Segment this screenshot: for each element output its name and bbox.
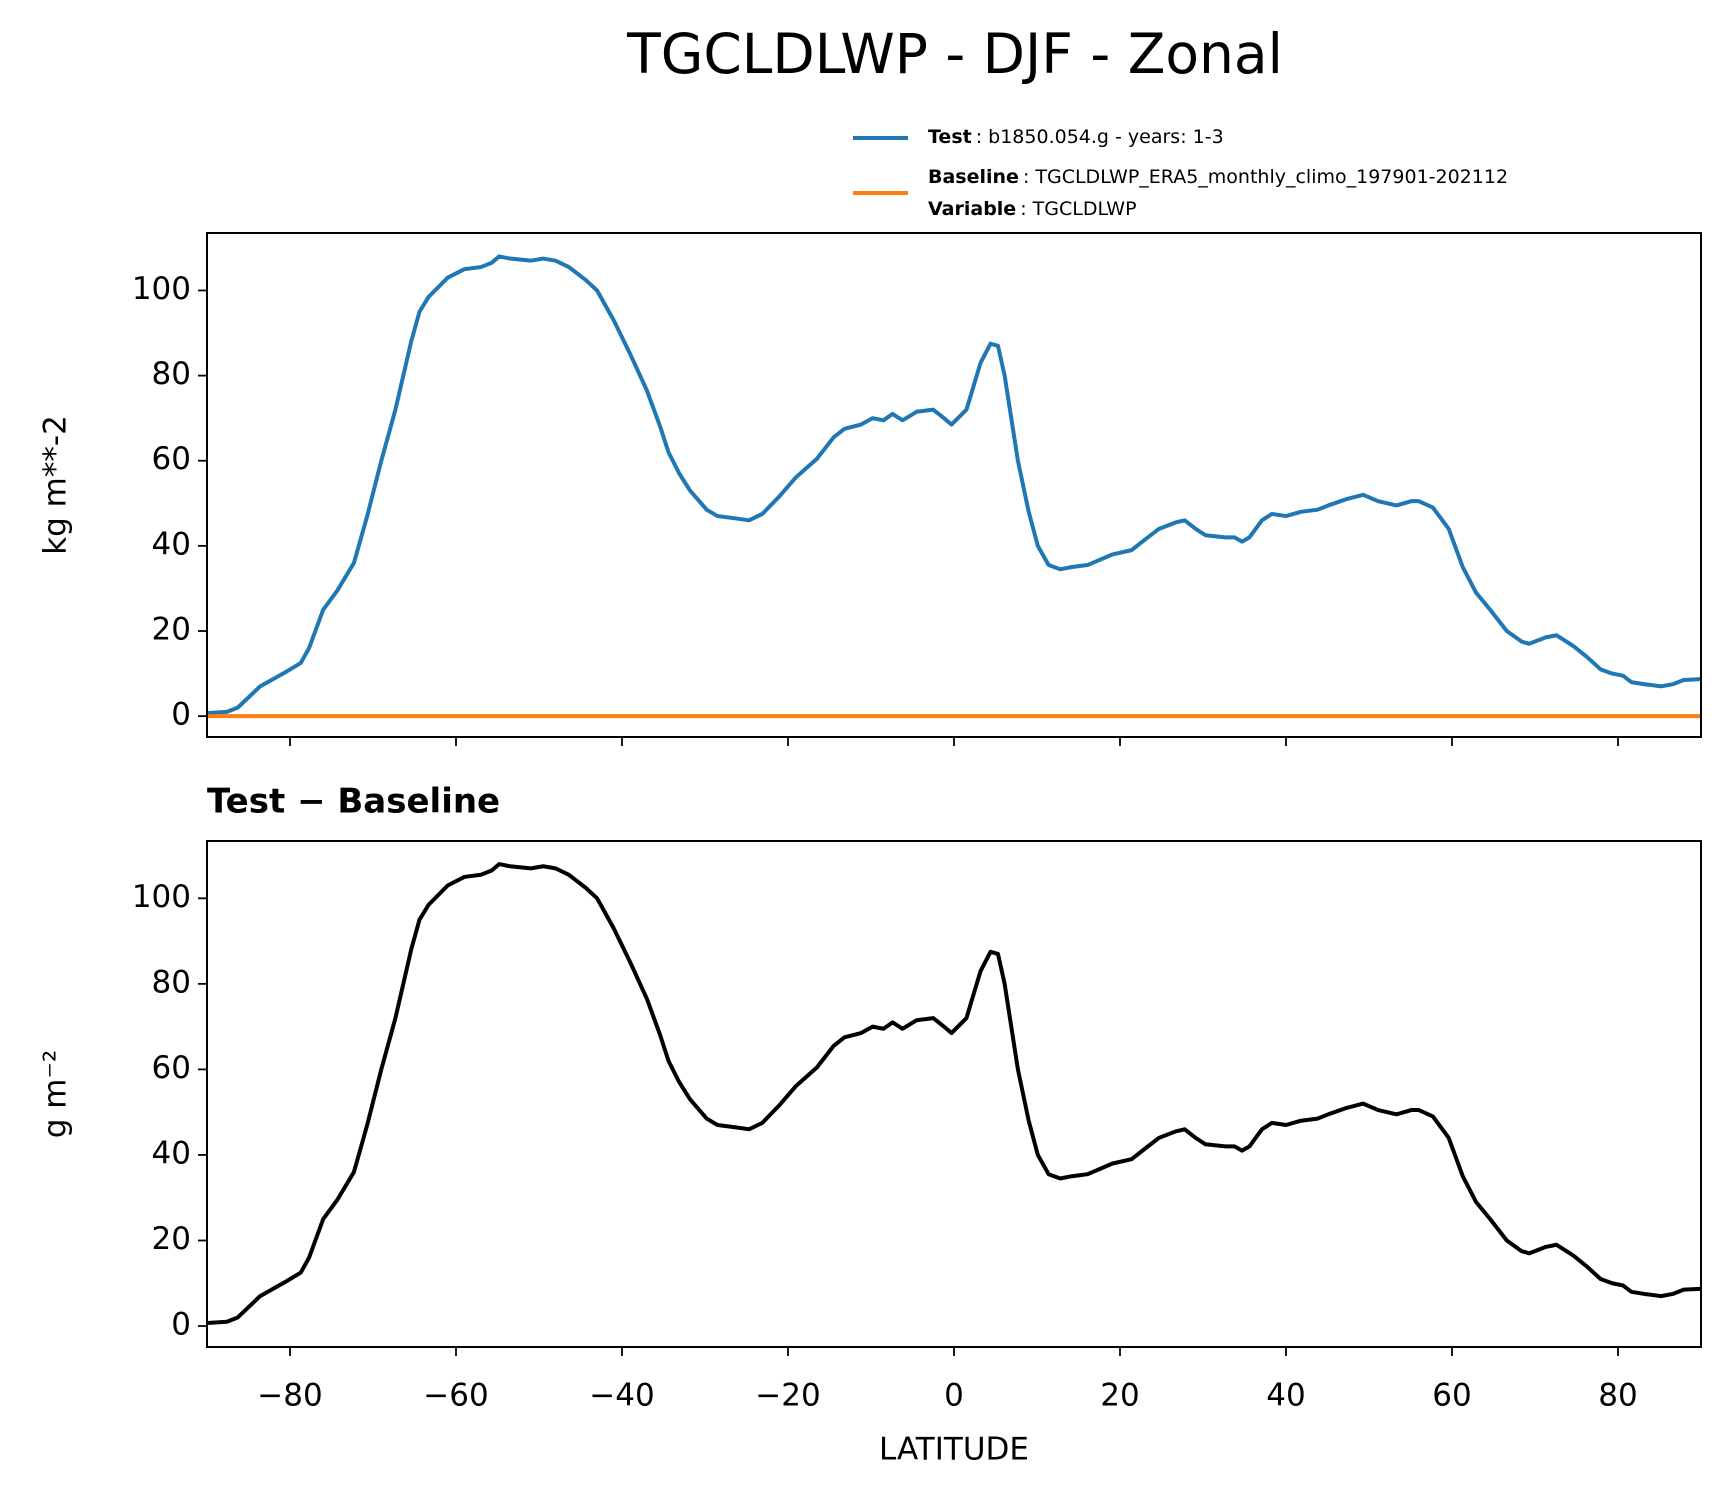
x-tick-label: 40 — [1266, 1378, 1305, 1414]
y-tick-label: 40 — [152, 1135, 191, 1171]
legend-entry: Variable: TGCLDLWP — [928, 198, 1137, 220]
legend-description: : TGCLDLWP — [1020, 198, 1136, 220]
y-axis-label: g m⁻² — [38, 1050, 74, 1139]
line-series — [207, 254, 1701, 716]
y-tick-label: 20 — [152, 1221, 191, 1257]
y-tick-label: 0 — [171, 697, 191, 733]
axes-frame — [206, 232, 1702, 738]
y-tick-label: 40 — [152, 526, 191, 562]
y-tick-label: 20 — [152, 612, 191, 648]
axes-frame — [206, 840, 1702, 1348]
y-tick-label: 80 — [152, 356, 191, 392]
plot-area — [207, 862, 1701, 1326]
x-tick-label: −60 — [423, 1378, 488, 1414]
subplot-title: Test − Baseline — [207, 782, 500, 822]
legend-entry: Baseline: TGCLDLWP_ERA5_monthly_climo_19… — [928, 166, 1508, 188]
y-tick-label: 0 — [171, 1307, 191, 1343]
legend-description: : TGCLDLWP_ERA5_monthly_climo_197901-202… — [1023, 166, 1508, 188]
y-tick-label: 100 — [132, 879, 191, 915]
x-tick-label: 0 — [944, 1378, 964, 1414]
y-tick-label: 60 — [152, 1050, 191, 1086]
plot-area — [207, 254, 1701, 719]
y-tick-label: 80 — [152, 964, 191, 1000]
legend-entry: Test: b1850.054.g - years: 1-3 — [928, 126, 1224, 148]
line-series — [207, 862, 1701, 1326]
y-tick-label: 60 — [152, 441, 191, 477]
legend-description: : b1850.054.g - years: 1-3 — [976, 126, 1224, 148]
legend-name: Variable — [928, 198, 1016, 220]
x-tick-label: 60 — [1432, 1378, 1471, 1414]
y-axis-label: kg m**-2 — [38, 415, 74, 555]
x-tick-label: −80 — [257, 1378, 322, 1414]
x-tick-label: −40 — [589, 1378, 654, 1414]
x-tick-label: −20 — [755, 1378, 820, 1414]
x-tick-label: 80 — [1598, 1378, 1637, 1414]
legend-name: Baseline — [928, 166, 1019, 188]
x-tick-label: 20 — [1100, 1378, 1139, 1414]
x-axis-label: LATITUDE — [879, 1432, 1029, 1468]
figure-title: TGCLDLWP - DJF - Zonal — [626, 22, 1283, 86]
legend-name: Test — [928, 126, 972, 148]
y-tick-label: 100 — [132, 271, 191, 307]
